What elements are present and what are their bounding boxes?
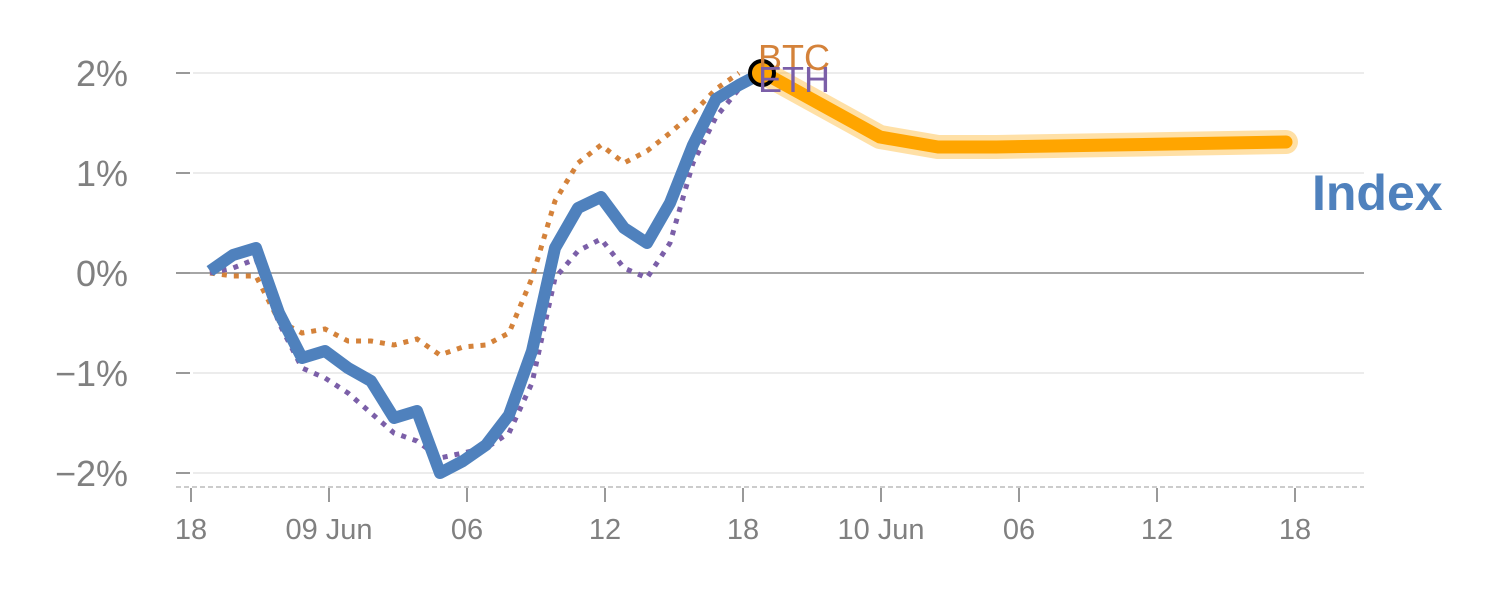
x-tick-label: 18 (727, 514, 759, 546)
forecast-band-line (757, 66, 1293, 154)
x-tick-label: 10 Jun (837, 514, 924, 546)
y-tick-label: −2% (55, 453, 128, 494)
x-tick-label: 18 (1279, 514, 1311, 546)
index-line (206, 67, 765, 479)
highlight-point-marker (748, 59, 776, 87)
x-tick-label: 12 (589, 514, 621, 546)
series-lines (206, 59, 1298, 479)
y-tick-label: −1% (55, 353, 128, 394)
y-tick-label: 2% (76, 53, 128, 94)
x-tick-label: 06 (451, 514, 483, 546)
index-series (206, 67, 765, 479)
x-tick-label: 09 Jun (285, 514, 372, 546)
x-tick-label: 12 (1141, 514, 1173, 546)
gridlines (176, 72, 1364, 474)
btc-series-label: BTC (758, 37, 830, 78)
eth-series-label: ETH (758, 59, 830, 100)
x-axis (176, 486, 1364, 502)
x-tick-label: 18 (175, 514, 207, 546)
y-tick-label: 1% (76, 153, 128, 194)
forecast-series (752, 61, 1298, 159)
index-end-label: Index (1312, 165, 1443, 221)
x-tick-label: 06 (1003, 514, 1035, 546)
series-labels: BTC ETH Index (758, 37, 1443, 221)
x-axis-tick-labels: 18 09 Jun 06 12 18 10 Jun 06 12 18 (175, 514, 1311, 546)
y-tick-label: 0% (76, 253, 128, 294)
y-axis-tick-labels: 2% 1% 0% −1% −2% (55, 53, 128, 494)
